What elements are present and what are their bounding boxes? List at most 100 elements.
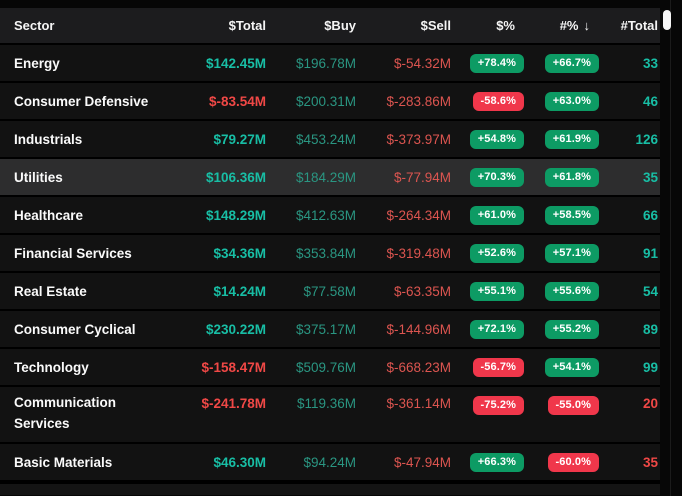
- table-row[interactable]: Healthcare $148.29M $412.63M $-264.34M +…: [0, 197, 660, 235]
- table-row[interactable]: Communication Services $-241.78M $119.36…: [0, 387, 660, 444]
- dollar-pct-cell: +52.6%: [451, 243, 524, 263]
- count-pct-cell: +61.8%: [524, 167, 599, 187]
- dollar-buy-value: $94.24M: [303, 454, 356, 470]
- count-pct-badge: +55.2%: [544, 319, 599, 339]
- dollar-buy-value: $412.63M: [295, 207, 356, 223]
- dollar-total-value: $230.22M: [205, 321, 266, 337]
- count-total-value: 35: [642, 454, 658, 470]
- table-header-row: Sector $Total $Buy $Sell $% #% ↓ #Total: [0, 8, 660, 45]
- column-header-count-pct[interactable]: #% ↓: [524, 18, 599, 33]
- dollar-sell-value: $-63.35M: [393, 283, 451, 299]
- count-pct-cell: +66.7%: [524, 53, 599, 73]
- table-row[interactable]: Energy $142.45M $196.78M $-54.32M +78.4%…: [0, 45, 660, 83]
- dollar-total-value: $-83.54M: [208, 93, 266, 109]
- sector-name: Utilities: [14, 169, 63, 185]
- sector-name: Energy: [14, 55, 60, 71]
- count-total-value: 33: [642, 55, 658, 71]
- sector-name: Consumer Defensive: [14, 93, 149, 109]
- dollar-sell-value: $-361.14M: [386, 396, 451, 411]
- table-row[interactable]: Industrials $79.27M $453.24M $-373.97M +…: [0, 121, 660, 159]
- dollar-pct-badge: +61.0%: [469, 205, 524, 225]
- count-pct-cell: -60.0%: [524, 452, 599, 472]
- dollar-buy-value: $509.76M: [295, 359, 356, 375]
- column-header-count-pct-label: #%: [559, 18, 579, 33]
- scrollbar-thumb[interactable]: [663, 10, 671, 30]
- dollar-buy-value: $77.58M: [303, 283, 356, 299]
- dollar-pct-badge: +72.1%: [469, 319, 524, 339]
- count-pct-cell: -55.0%: [524, 396, 599, 415]
- dollar-sell-value: $-77.94M: [393, 169, 451, 185]
- dollar-sell-value: $-144.96M: [386, 321, 451, 337]
- table-row[interactable]: Financial Services $34.36M $353.84M $-31…: [0, 235, 660, 273]
- sector-name: Industrials: [14, 131, 83, 147]
- count-pct-badge: +57.1%: [544, 243, 599, 263]
- table-body: Energy $142.45M $196.78M $-54.32M +78.4%…: [0, 45, 660, 482]
- dollar-pct-badge: +78.4%: [469, 53, 524, 73]
- dollar-pct-badge: -58.6%: [472, 91, 524, 111]
- dollar-pct-badge: +66.3%: [469, 452, 524, 472]
- dollar-total-value: $148.29M: [205, 207, 266, 223]
- table-row[interactable]: Consumer Cyclical $230.22M $375.17M $-14…: [0, 311, 660, 349]
- sector-name: Technology: [14, 359, 89, 375]
- dollar-sell-value: $-264.34M: [386, 207, 451, 223]
- count-pct-badge: -55.0%: [547, 396, 599, 415]
- count-pct-cell: +63.0%: [524, 91, 599, 111]
- count-pct-badge: +55.6%: [544, 281, 599, 301]
- count-total-value: 99: [642, 359, 658, 375]
- dollar-buy-value: $119.36M: [296, 396, 356, 411]
- dollar-pct-cell: +70.3%: [451, 167, 524, 187]
- sector-name: Communication Services: [14, 395, 117, 431]
- dollar-total-value: $-241.78M: [201, 396, 266, 411]
- column-header-sector[interactable]: Sector: [14, 18, 55, 33]
- dollar-sell-value: $-283.86M: [386, 93, 451, 109]
- count-total-value: 46: [642, 93, 658, 109]
- top-strip: [0, 0, 682, 8]
- column-header-dollar-buy[interactable]: $Buy: [324, 18, 356, 33]
- dollar-pct-cell: +61.0%: [451, 205, 524, 225]
- column-header-dollar-pct[interactable]: $%: [496, 18, 515, 33]
- dollar-total-value: $-158.47M: [201, 359, 266, 375]
- dollar-total-value: $106.36M: [205, 169, 266, 185]
- dollar-sell-value: $-373.97M: [386, 131, 451, 147]
- count-total-value: 89: [642, 321, 658, 337]
- dollar-pct-cell: +55.1%: [451, 281, 524, 301]
- dollar-total-value: $34.36M: [213, 245, 266, 261]
- count-pct-cell: +61.9%: [524, 129, 599, 149]
- dollar-pct-badge: -56.7%: [472, 357, 524, 377]
- dollar-total-value: $46.30M: [213, 454, 266, 470]
- count-total-value: 20: [642, 396, 658, 411]
- dollar-sell-value: $-54.32M: [393, 55, 451, 71]
- dollar-total-value: $142.45M: [205, 55, 266, 71]
- count-pct-cell: +57.1%: [524, 243, 599, 263]
- table-row[interactable]: Consumer Defensive $-83.54M $200.31M $-2…: [0, 83, 660, 121]
- dollar-pct-cell: +78.4%: [451, 53, 524, 73]
- sort-desc-icon: ↓: [583, 18, 591, 33]
- dollar-buy-value: $196.78M: [295, 55, 356, 71]
- scrollbar-track-line: [670, 0, 671, 496]
- count-pct-cell: +58.5%: [524, 205, 599, 225]
- table-row[interactable]: Utilities $106.36M $184.29M $-77.94M +70…: [0, 159, 660, 197]
- count-pct-badge: +66.7%: [544, 53, 599, 73]
- column-header-count-total[interactable]: #Total: [620, 18, 658, 33]
- table-row[interactable]: Basic Materials $46.30M $94.24M $-47.94M…: [0, 444, 660, 482]
- table-row[interactable]: Real Estate $14.24M $77.58M $-63.35M +55…: [0, 273, 660, 311]
- dollar-pct-cell: -58.6%: [451, 91, 524, 111]
- dollar-total-value: $14.24M: [213, 283, 266, 299]
- dollar-pct-badge: +52.6%: [469, 243, 524, 263]
- dollar-buy-value: $375.17M: [295, 321, 356, 337]
- dollar-buy-value: $184.29M: [295, 169, 356, 185]
- count-pct-badge: -60.0%: [547, 452, 599, 472]
- column-header-dollar-sell[interactable]: $Sell: [420, 18, 451, 33]
- table-row[interactable]: Technology $-158.47M $509.76M $-668.23M …: [0, 349, 660, 387]
- sector-flows-table: Sector $Total $Buy $Sell $% #% ↓ #Total E…: [0, 8, 660, 495]
- sector-name: Consumer Cyclical: [14, 321, 136, 337]
- count-pct-badge: +61.9%: [544, 129, 599, 149]
- dollar-pct-badge: +55.1%: [469, 281, 524, 301]
- dollar-pct-cell: -75.2%: [451, 396, 524, 415]
- sector-name: Healthcare: [14, 207, 84, 223]
- count-total-value: 91: [642, 245, 658, 261]
- column-header-dollar-total[interactable]: $Total: [228, 18, 266, 33]
- count-total-value: 54: [642, 283, 658, 299]
- dollar-pct-cell: -56.7%: [451, 357, 524, 377]
